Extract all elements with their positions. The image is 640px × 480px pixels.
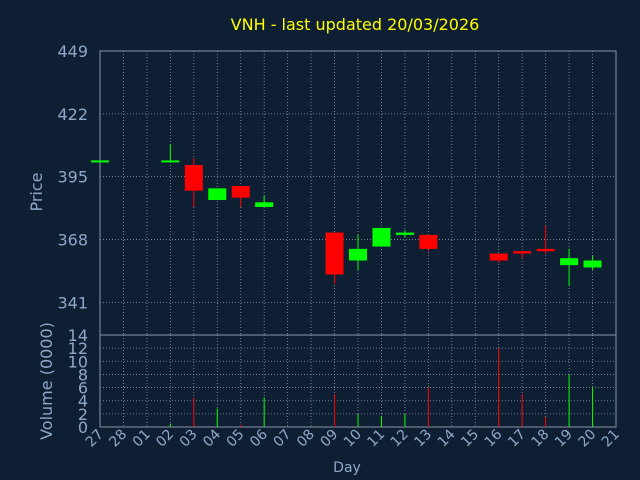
x-tick-label: 02 — [153, 427, 177, 451]
x-tick-label: 07 — [271, 427, 295, 451]
x-tick-label: 11 — [364, 427, 388, 451]
x-tick-label: 15 — [458, 427, 482, 451]
volume-tick-label: 8 — [78, 365, 88, 384]
price-tick-label: 449 — [57, 42, 88, 61]
candle-body — [325, 232, 344, 275]
candle-body — [161, 160, 180, 163]
volume-tick-label: 0 — [78, 418, 88, 437]
candle-body — [489, 253, 508, 261]
volume-tick-label: 12 — [68, 339, 88, 358]
volume-tick-label: 2 — [78, 405, 88, 424]
candle-body — [583, 260, 602, 268]
candle-body — [536, 248, 555, 252]
price-panel: 341 368 395 422 449 — [57, 42, 617, 336]
candle-body — [91, 160, 109, 163]
x-tick-label: 19 — [552, 427, 576, 451]
x-axis-label: Day — [333, 460, 361, 476]
price-axis-label: Price — [27, 172, 46, 211]
price-tick-label: 422 — [57, 105, 88, 124]
candle-body — [560, 258, 579, 266]
x-tick-label: 16 — [482, 426, 506, 450]
x-tick-label: 12 — [388, 427, 412, 451]
x-axis: 27 28 01 02 03 04 05 06 07 08 09 10 11 12 13 14 15 16 17 18… — [83, 426, 623, 450]
x-tick-label: 09 — [317, 427, 341, 451]
x-tick-label: 18 — [529, 427, 553, 451]
x-tick-label: 28 — [106, 427, 130, 451]
volume-tick-label: 14 — [68, 326, 88, 345]
x-tick-label: 21 — [599, 427, 623, 451]
volume-axis-label: Volume (0000) — [37, 322, 56, 440]
price-tick-label: 341 — [57, 293, 88, 312]
x-tick-label: 13 — [411, 427, 435, 451]
chart-title: VNH - last updated 20/03/2026 — [231, 15, 480, 34]
volume-tick-label: 10 — [68, 352, 88, 371]
x-tick-label: 04 — [200, 426, 224, 450]
candle-body — [184, 165, 203, 191]
x-tick-label: 10 — [341, 427, 365, 451]
candle-body — [513, 251, 532, 254]
volume-tick-label: 4 — [78, 392, 88, 411]
volume-tick-label: 6 — [78, 379, 88, 398]
x-tick-label: 03 — [177, 427, 201, 451]
candle-body — [231, 186, 250, 198]
candle-body — [349, 248, 367, 261]
candle-body — [208, 188, 227, 200]
x-tick-label: 06 — [247, 426, 271, 450]
candle-body — [395, 232, 414, 235]
x-tick-label: 17 — [505, 427, 529, 451]
x-tick-label: 14 — [435, 426, 459, 450]
x-tick-label: 01 — [130, 427, 154, 451]
candle-body — [419, 234, 438, 249]
price-tick-label: 368 — [57, 231, 88, 250]
price-tick-label: 395 — [57, 168, 88, 187]
x-tick-label: 20 — [575, 427, 599, 451]
candle-body — [255, 202, 274, 207]
candle-body — [372, 227, 391, 247]
x-tick-label: 08 — [294, 427, 318, 451]
x-tick-label: 05 — [224, 427, 248, 451]
